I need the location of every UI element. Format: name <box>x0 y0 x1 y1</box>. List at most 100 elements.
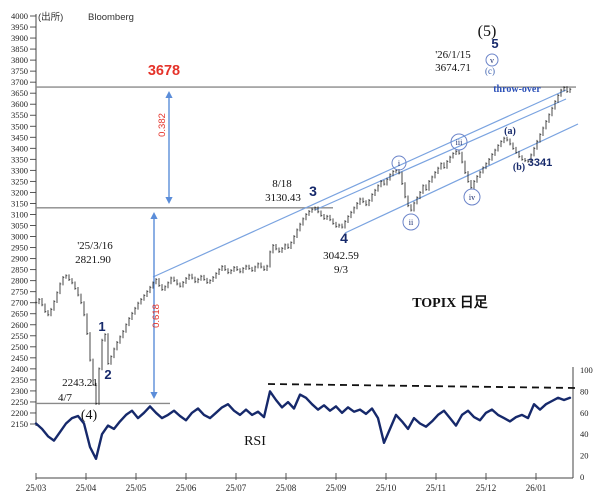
x-tick-label: 25/08 <box>276 483 297 493</box>
annotations: (出所) Bloomberg36780.3820.618(5)5'26/1/153… <box>38 11 552 449</box>
channel-upper-short <box>314 98 567 211</box>
price-y-tick-label: 3500 <box>11 121 28 131</box>
fib-0618: 0.618 <box>151 304 162 328</box>
price-y-tick-label: 3550 <box>11 110 28 120</box>
rsi-panel <box>34 383 577 460</box>
source-name: Bloomberg <box>88 12 134 23</box>
x-tick-label: 25/05 <box>126 483 147 493</box>
wave-4-major: (4) <box>81 408 98 423</box>
circled-wave-v <box>485 53 499 67</box>
wave4-date: 9/3 <box>334 264 349 276</box>
price-y-tick-label: 3400 <box>11 143 28 153</box>
circled-wave-iii-text: iii <box>456 138 463 147</box>
x-axis: 25/03 25/04 25/05 25/06 25/07 25/08 25/09 25/10… <box>26 473 573 493</box>
wave-5: 5 <box>491 36 498 51</box>
fib-arrows <box>150 91 173 399</box>
wave-5-major: (5) <box>478 23 497 40</box>
fib-arrow-0382-head-bottom <box>165 197 173 204</box>
circled-wave-ii-text: ii <box>409 218 414 227</box>
circled-wave-v-text: v <box>490 56 494 65</box>
wave4-price: 3042.59 <box>323 250 359 262</box>
x-tick-label: 25/03 <box>26 483 47 493</box>
x-tick-label: 25/09 <box>326 483 347 493</box>
channel-upper-long <box>152 89 567 278</box>
price-y-tick-label: 2300 <box>11 386 28 396</box>
price-y-tick-label: 2550 <box>11 331 28 341</box>
circled-wave-iii <box>450 133 468 151</box>
circled-wave-i <box>391 155 407 171</box>
wave3-price: 3130.43 <box>265 192 301 204</box>
price-series <box>35 86 572 405</box>
low-date: 4/7 <box>58 392 73 404</box>
low-price: 2243.21 <box>62 377 98 389</box>
price-y-tick-label: 3600 <box>11 99 28 109</box>
price-y-axis: 4000395039003850380037503700365036003550… <box>11 11 37 429</box>
price-y-tick-label: 2850 <box>11 265 28 275</box>
wave-b-price: 3341 <box>528 157 552 169</box>
price-y-tick-label: 3000 <box>11 232 28 242</box>
rsi-y-tick-label: 100 <box>580 365 593 375</box>
rsi-y-tick-label: 40 <box>580 429 589 439</box>
price-y-tick-label: 4000 <box>11 11 28 21</box>
price-y-tick-label: 2150 <box>11 419 28 429</box>
channel-trendlines <box>152 89 579 278</box>
circled-wave-i-text: i <box>398 159 401 168</box>
reference-lines <box>36 86 576 405</box>
price-y-tick-label: 2950 <box>11 243 28 253</box>
price-y-tick-label: 2800 <box>11 276 28 286</box>
chart-title: TOPIX 日足 <box>412 295 489 311</box>
price-y-tick-label: 3300 <box>11 165 28 175</box>
wave-4: 4 <box>340 230 348 246</box>
fib-arrow-0618-head-bottom <box>150 392 158 399</box>
price-y-tick-label: 3900 <box>11 33 28 43</box>
price-y-tick-label: 2400 <box>11 364 28 374</box>
throw-over: throw-over <box>493 84 541 95</box>
fib-arrow-0618-head-top <box>150 212 158 219</box>
price-y-tick-label: 2900 <box>11 254 28 264</box>
price-y-tick-label: 3800 <box>11 55 28 65</box>
circled-wave-iv <box>463 188 481 206</box>
price-y-tick-label: 3700 <box>11 77 28 87</box>
wave-2: 2 <box>104 367 111 382</box>
x-tick-label: 25/06 <box>176 483 197 493</box>
price-y-tick-label: 2250 <box>11 397 28 407</box>
price-y-tick-label: 3350 <box>11 154 28 164</box>
x-tick-label: 25/04 <box>76 483 97 493</box>
price-y-tick-label: 3950 <box>11 22 28 32</box>
rsi-dashed-resistance-line <box>267 383 577 389</box>
top-price: 3674.71 <box>435 62 471 74</box>
x-tick-label: 25/10 <box>376 483 397 493</box>
price-y-tick-label: 2650 <box>11 309 28 319</box>
price-y-tick-label: 3050 <box>11 221 28 231</box>
price-y-tick-label: 2350 <box>11 375 28 385</box>
x-tick-label: 25/12 <box>476 483 497 493</box>
price-y-tick-label: 2700 <box>11 298 28 308</box>
price-y-tick-label: 3200 <box>11 187 28 197</box>
wave-b: (b) <box>513 162 525 173</box>
circled-wave-iv-text: iv <box>469 193 475 202</box>
wave-c: (c) <box>485 66 495 76</box>
rsi-label: RSI <box>244 434 266 449</box>
price-y-tick-label: 2450 <box>11 353 28 363</box>
price-y-tick-label: 2500 <box>11 342 28 352</box>
x-tick-label: 25/11 <box>426 483 446 493</box>
fib-0382: 0.382 <box>157 113 168 137</box>
rsi-y-tick-label: 0 <box>580 472 584 482</box>
price-y-tick-label: 3150 <box>11 198 28 208</box>
circled-wave-ii <box>402 213 420 231</box>
peak-date: '25/3/16 <box>77 240 113 252</box>
price-y-tick-label: 3450 <box>11 132 28 142</box>
wave3-date: 8/18 <box>272 178 292 190</box>
price-y-tick-label: 3250 <box>11 176 28 186</box>
rsi-y-tick-label: 60 <box>580 408 589 418</box>
peak-price: 2821.90 <box>75 254 111 266</box>
rsi-y-tick-label: 20 <box>580 451 589 461</box>
x-tick-label: 25/07 <box>226 483 247 493</box>
x-tick-label: 26/01 <box>526 483 547 493</box>
price-y-tick-label: 3100 <box>11 209 28 219</box>
target-3678: 3678 <box>148 63 180 79</box>
price-y-tick-label: 2600 <box>11 320 28 330</box>
wave-1: 1 <box>98 319 105 334</box>
